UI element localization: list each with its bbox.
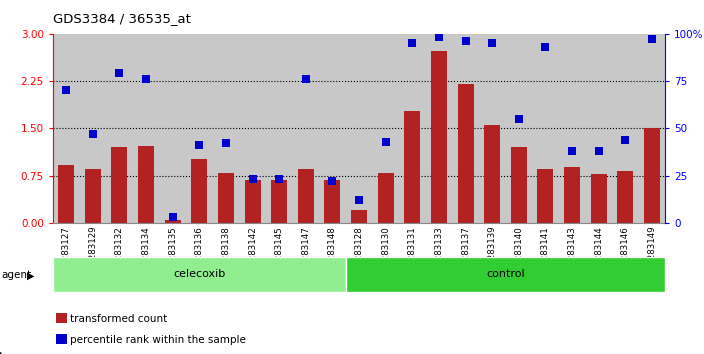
Point bbox=[646, 36, 658, 42]
Point bbox=[327, 178, 338, 184]
Point bbox=[220, 141, 232, 146]
Point bbox=[274, 177, 285, 182]
Bar bbox=[377, 172, 394, 223]
Point bbox=[114, 70, 125, 76]
Text: GDS3384 / 36535_at: GDS3384 / 36535_at bbox=[53, 12, 191, 25]
Point bbox=[140, 76, 151, 82]
Point bbox=[380, 139, 391, 144]
Bar bbox=[591, 174, 607, 223]
Bar bbox=[271, 180, 287, 223]
Bar bbox=[458, 84, 474, 223]
Bar bbox=[244, 180, 260, 223]
Bar bbox=[58, 165, 74, 223]
Bar bbox=[84, 169, 101, 223]
Text: ▶: ▶ bbox=[27, 270, 34, 280]
Point bbox=[486, 40, 498, 46]
Point bbox=[460, 38, 471, 44]
Bar bbox=[191, 159, 207, 223]
Bar bbox=[404, 111, 420, 223]
Point bbox=[567, 148, 578, 154]
Text: transformed count: transformed count bbox=[70, 314, 168, 324]
Bar bbox=[346, 257, 665, 292]
Point bbox=[513, 116, 524, 122]
Text: agent: agent bbox=[1, 270, 32, 280]
Point bbox=[167, 215, 178, 220]
Bar bbox=[138, 146, 154, 223]
Text: percentile rank within the sample: percentile rank within the sample bbox=[70, 335, 246, 345]
Bar bbox=[351, 210, 367, 223]
Point bbox=[87, 131, 99, 137]
Bar bbox=[537, 169, 553, 223]
Bar bbox=[644, 128, 660, 223]
Point bbox=[540, 44, 551, 50]
Bar bbox=[111, 147, 127, 223]
Point bbox=[620, 137, 631, 143]
Bar bbox=[511, 147, 527, 223]
Bar bbox=[218, 172, 234, 223]
Point bbox=[61, 88, 72, 93]
Text: celecoxib: celecoxib bbox=[173, 269, 225, 279]
Bar bbox=[298, 169, 314, 223]
Point bbox=[247, 177, 258, 182]
Point bbox=[353, 198, 365, 203]
Point bbox=[300, 76, 311, 82]
Bar bbox=[617, 171, 634, 223]
Bar bbox=[165, 220, 181, 223]
Bar bbox=[325, 180, 341, 223]
Point bbox=[194, 143, 205, 148]
Bar bbox=[53, 257, 346, 292]
Bar bbox=[431, 51, 447, 223]
Point bbox=[433, 35, 444, 40]
Bar bbox=[484, 125, 500, 223]
Point bbox=[407, 40, 418, 46]
Bar bbox=[564, 167, 580, 223]
Point bbox=[593, 148, 604, 154]
Text: control: control bbox=[486, 269, 524, 279]
